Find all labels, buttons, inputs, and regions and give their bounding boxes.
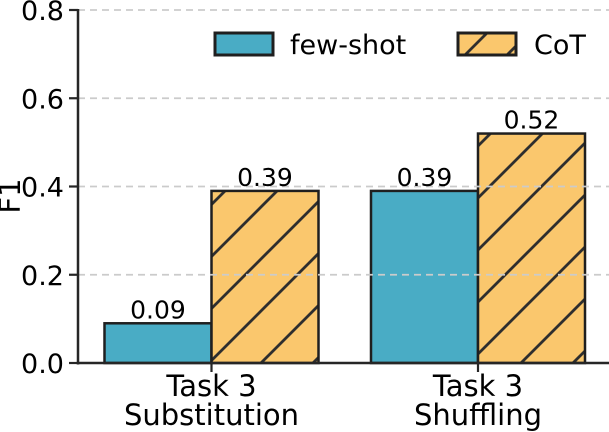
gridlines-group xyxy=(78,9,609,276)
bar-few-shot-substitution xyxy=(103,322,213,365)
bar-value-label: 0.39 xyxy=(237,163,293,192)
x-category-label-line2: Substitution xyxy=(124,398,299,432)
legend-swatch-few-shot xyxy=(213,31,275,57)
bar-value-label: 0.52 xyxy=(504,106,560,135)
bar-few-shot-shuffling xyxy=(369,189,480,365)
legend-label-few-shot: few-shot xyxy=(290,30,406,61)
bar-CoT-substitution xyxy=(210,189,320,365)
y-tick-label: 0.8 xyxy=(21,0,64,27)
bars-group xyxy=(103,132,587,365)
bar-value-label: 0.39 xyxy=(397,163,453,192)
y-axis-label: F1 xyxy=(0,178,27,213)
y-tick-label: 0.0 xyxy=(21,349,64,380)
y-tick-label: 0.2 xyxy=(21,261,64,292)
y-tick-label: 0.4 xyxy=(21,173,64,204)
x-category-label-line1: Task 3 xyxy=(165,369,256,403)
axes-group xyxy=(69,8,609,372)
legend-label-cot: CoT xyxy=(534,30,586,61)
bar-value-label: 0.09 xyxy=(130,295,186,324)
x-category-label-line2: Shuffling xyxy=(414,398,542,432)
legend-swatch-cot xyxy=(456,31,518,57)
legend: few-shot CoT xyxy=(213,30,586,61)
bar-CoT-shuffling xyxy=(476,132,587,365)
x-category-label-line1: Task 3 xyxy=(432,369,523,403)
y-tick-label: 0.6 xyxy=(21,84,64,115)
